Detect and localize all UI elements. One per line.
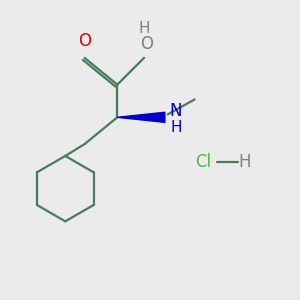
Text: H: H	[138, 21, 150, 36]
Polygon shape	[117, 112, 165, 122]
Text: O: O	[140, 34, 154, 52]
Text: H: H	[239, 153, 251, 171]
Text: H: H	[171, 120, 182, 135]
Text: Cl: Cl	[195, 153, 212, 171]
Text: N: N	[169, 102, 182, 120]
Text: O: O	[78, 32, 91, 50]
